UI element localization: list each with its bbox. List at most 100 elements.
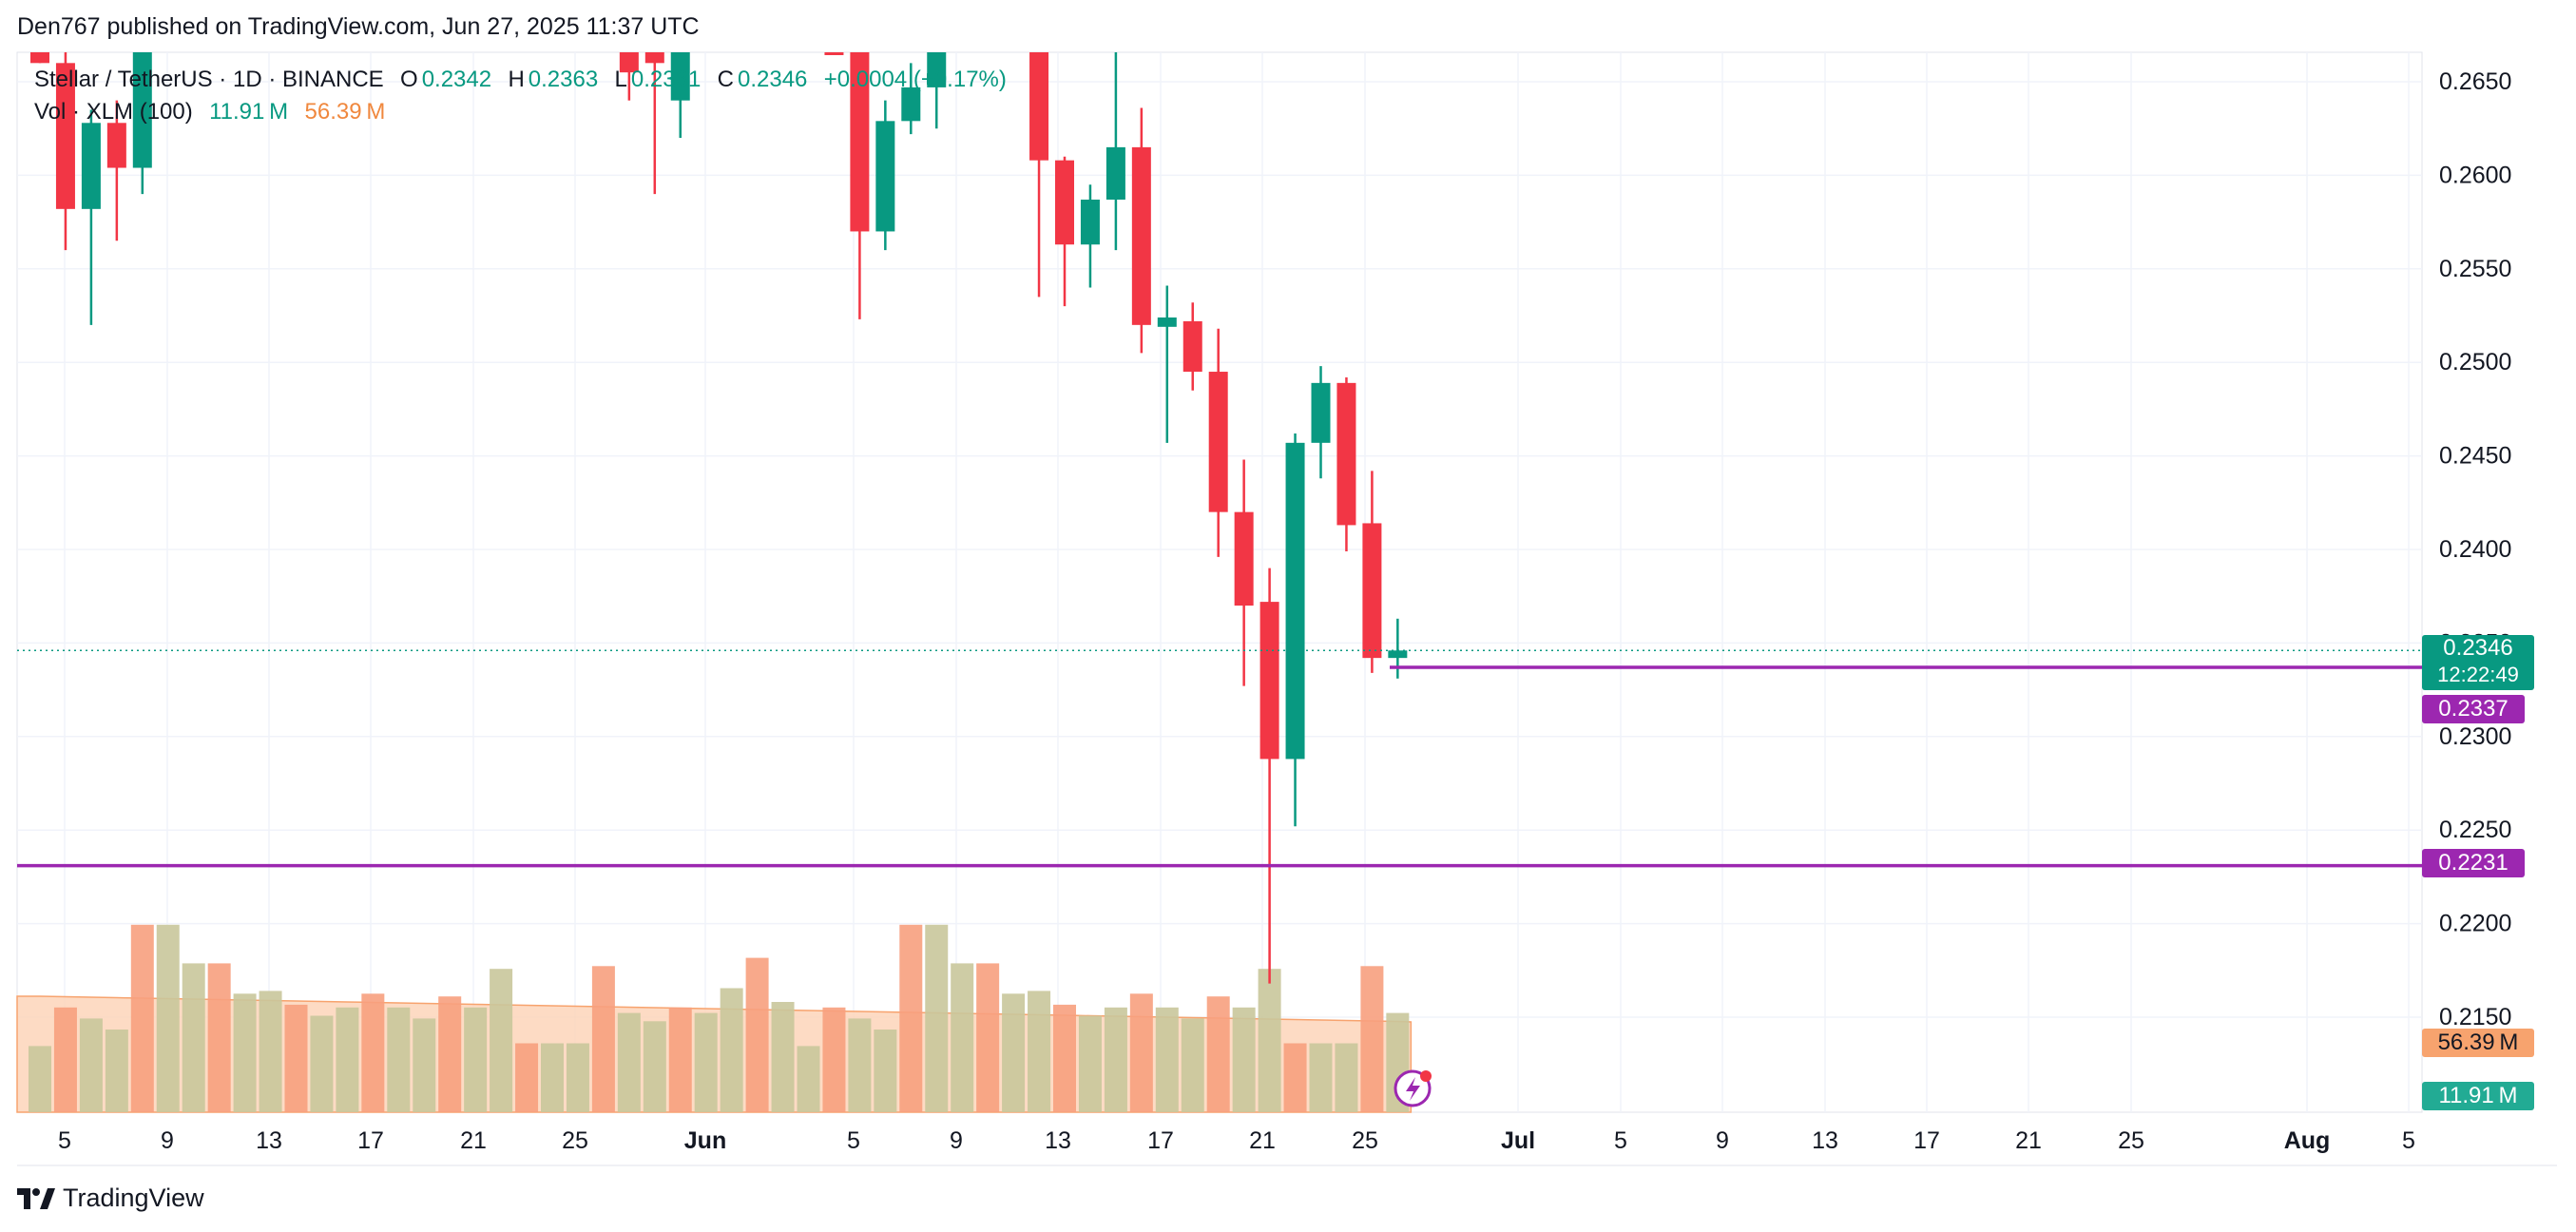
volume-bar <box>29 1046 51 1112</box>
volume-bar <box>284 1004 308 1112</box>
volume-bar <box>233 993 257 1112</box>
volume-bar <box>1232 1007 1256 1112</box>
time-tick-label: 25 <box>562 1127 588 1154</box>
level-lower-tag: 0.2231 <box>2422 849 2525 877</box>
volume-bar <box>797 1046 820 1112</box>
price-axis[interactable]: 0.21500.22000.22500.23000.23500.24000.24… <box>2439 68 2511 1030</box>
volume-bar <box>130 924 154 1112</box>
volume-bar <box>976 963 1000 1112</box>
candle-body <box>1029 52 1049 161</box>
volume-bar <box>1206 996 1230 1112</box>
candle-body <box>1388 650 1408 659</box>
volume-legend[interactable]: Vol · XLM (100) 11.91 M 56.39 M <box>34 99 389 125</box>
time-tick-label: 5 <box>2402 1127 2415 1154</box>
candle-body <box>1208 372 1228 512</box>
candle-body <box>670 52 690 101</box>
time-axis[interactable]: 5 9 13 17 21 25 Jun 5 9 13 17 21 25 Jul 5 9 13 17 21 25 Aug 5 <box>58 1127 2415 1154</box>
volume-bar <box>182 963 205 1112</box>
last-price-label: 0.2346 <box>2443 635 2513 661</box>
candle-body <box>619 52 639 73</box>
price-tick-label: 0.2450 <box>2439 443 2511 470</box>
time-tick-label: 13 <box>1812 1127 1838 1154</box>
candle-body <box>875 121 895 232</box>
candle-body <box>901 87 921 122</box>
volume-bar <box>53 1007 77 1112</box>
volume-bar <box>1335 1043 1358 1112</box>
price-tick-label: 0.2600 <box>2439 162 2511 188</box>
volume-tag: 11.91 M <box>2422 1082 2534 1110</box>
volume-bar <box>1002 993 1026 1112</box>
volume-bar <box>1283 1043 1307 1112</box>
grid <box>16 51 2557 1166</box>
candle-body <box>1131 146 1151 325</box>
time-tick-label: 5 <box>58 1127 71 1154</box>
price-tick-label: 0.2500 <box>2439 349 2511 375</box>
time-tick-label: 9 <box>950 1127 963 1154</box>
last-price-tag: 0.2346 12:22:49 <box>2422 635 2534 690</box>
time-tick-label: 9 <box>1716 1127 1729 1154</box>
price-tick-label: 0.2400 <box>2439 536 2511 563</box>
volume-bar <box>156 924 180 1112</box>
volume-bar <box>541 1043 564 1112</box>
volume-bar <box>1078 1015 1102 1112</box>
high-label: H <box>508 67 525 92</box>
symbol-legend[interactable]: Stellar / TetherUS · 1D · BINANCE O 0.234… <box>34 67 1010 93</box>
price-tick-label: 0.2250 <box>2439 817 2511 843</box>
volume-bar <box>591 966 615 1112</box>
volume-bar <box>336 1007 359 1112</box>
candle-body <box>30 52 49 64</box>
volume-bar <box>899 924 923 1112</box>
time-tick-label: 21 <box>460 1127 487 1154</box>
snapshot-icon[interactable] <box>1394 1069 1432 1107</box>
volume-bar <box>464 1007 488 1112</box>
volume-bar <box>1309 1043 1333 1112</box>
candle-body <box>81 123 101 209</box>
volume-bar <box>1181 1018 1204 1112</box>
candle-body <box>132 52 152 168</box>
volume-bar <box>617 1012 641 1112</box>
time-tick-label: 13 <box>256 1127 282 1154</box>
time-tick-label: Jun <box>684 1127 726 1154</box>
candle-body <box>106 123 126 168</box>
volume-bar <box>925 924 949 1112</box>
close-value: 0.2346 <box>737 67 808 92</box>
time-tick-label: 13 <box>1045 1127 1071 1154</box>
high-value: 0.2363 <box>528 67 599 92</box>
candle-body <box>850 52 870 232</box>
open-value: 0.2342 <box>421 67 492 92</box>
time-tick-label: 21 <box>1249 1127 1276 1154</box>
time-tick-label: 25 <box>1352 1127 1378 1154</box>
volume-bar <box>1129 993 1153 1112</box>
volume-bar <box>1053 1004 1076 1112</box>
tradingview-brand: TradingView <box>63 1184 204 1212</box>
volume-bar <box>413 1018 436 1112</box>
time-tick-label: 17 <box>1913 1127 1940 1154</box>
volume-bar <box>259 991 282 1112</box>
volume-bar <box>951 963 974 1112</box>
horizontal-levels[interactable] <box>17 649 2422 868</box>
volume-bar <box>566 1043 589 1112</box>
volume-label[interactable]: Vol · XLM (100) <box>34 99 193 125</box>
price-tick-label: 0.2200 <box>2439 911 2511 937</box>
volume-bar <box>310 1015 334 1112</box>
volume-bar <box>745 957 769 1112</box>
volume-bar <box>771 1002 795 1112</box>
volume-pane <box>16 924 1413 1113</box>
time-tick-label: 5 <box>1614 1127 1627 1154</box>
volume-bar <box>643 1021 666 1112</box>
price-tick-label: 0.2650 <box>2439 68 2511 95</box>
change-value: +0.0004 (+0.17%) <box>823 67 1007 92</box>
price-tick-label: 0.2150 <box>2439 1004 2511 1030</box>
symbol-name[interactable]: Stellar / TetherUS · 1D · BINANCE <box>34 67 384 92</box>
time-tick-label: 17 <box>1147 1127 1174 1154</box>
tradingview-logo-icon <box>17 1187 55 1209</box>
tradingview-logo[interactable]: TradingView <box>17 1184 204 1213</box>
time-tick-label: 9 <box>161 1127 174 1154</box>
price-tick-label: 0.2550 <box>2439 256 2511 282</box>
candle-body <box>1234 511 1254 606</box>
time-tick-label: 21 <box>2015 1127 2042 1154</box>
time-tick-label: 17 <box>357 1127 384 1154</box>
plot-frame <box>16 51 2423 1113</box>
published-header: Den767 published on TradingView.com, Jun… <box>17 13 700 40</box>
